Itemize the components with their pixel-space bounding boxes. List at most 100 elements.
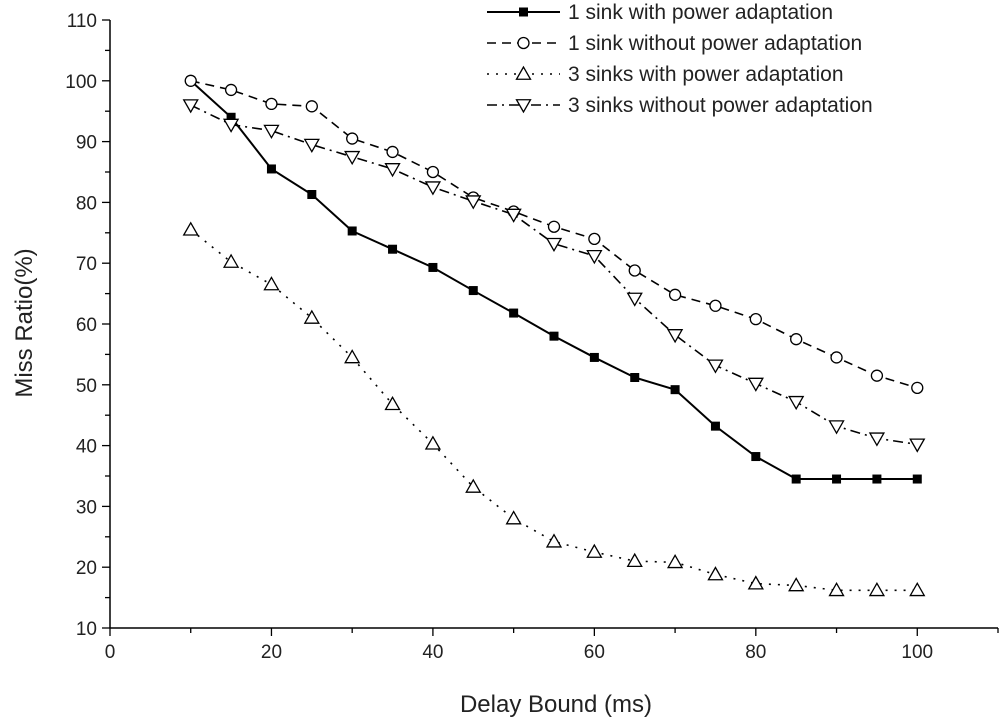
data-point xyxy=(226,112,236,122)
data-point xyxy=(424,181,442,196)
data-point xyxy=(305,100,318,113)
legend-label: 1 sink without power adaptation xyxy=(568,32,862,55)
y-tick-label: 80 xyxy=(76,193,97,214)
series-1 xyxy=(186,76,922,484)
data-point xyxy=(509,308,519,318)
y-tick-label: 70 xyxy=(76,254,97,275)
data-point xyxy=(182,99,199,114)
data-point xyxy=(263,124,280,139)
data-point xyxy=(465,195,482,210)
x-tick-label: 80 xyxy=(745,642,766,663)
data-point xyxy=(388,244,398,254)
data-point xyxy=(749,312,762,326)
data-point xyxy=(828,581,845,597)
data-point xyxy=(791,474,801,484)
data-point xyxy=(426,165,440,179)
data-point xyxy=(670,385,680,395)
y-tick-label: 60 xyxy=(76,315,97,336)
legend-item: 1 sink without power adaptation xyxy=(487,32,862,55)
x-tick-label: 0 xyxy=(105,642,116,663)
data-point xyxy=(549,331,559,341)
data-point xyxy=(344,349,361,364)
data-point xyxy=(872,474,882,484)
series-2 xyxy=(184,74,924,394)
data-point xyxy=(346,132,359,145)
data-point xyxy=(344,150,361,166)
data-point xyxy=(912,474,922,484)
data-point xyxy=(751,452,761,462)
legend-label: 3 sinks with power adaptation xyxy=(568,63,844,86)
x-tick-label: 60 xyxy=(584,642,605,663)
data-point xyxy=(628,264,641,277)
legend-marker xyxy=(519,7,528,17)
data-point xyxy=(710,421,720,431)
data-point xyxy=(505,208,522,223)
legend-marker xyxy=(515,65,532,80)
axes: 0 20 40 60 80 100 10 20 30 40 50 60 70 80 90 100 110 xyxy=(65,11,999,663)
data-point xyxy=(465,478,482,493)
legend-marker xyxy=(517,36,530,50)
legend-label: 1 sink with power adaptation xyxy=(568,1,833,24)
data-point xyxy=(666,329,684,344)
data-point xyxy=(707,359,724,374)
data-point xyxy=(386,145,399,159)
y-axis-title: Miss Ratio(%) xyxy=(11,248,38,397)
series-3 xyxy=(182,221,926,597)
data-point xyxy=(790,333,803,346)
data-point xyxy=(222,253,240,268)
y-tick-label: 110 xyxy=(67,11,97,32)
data-point xyxy=(545,237,563,253)
data-point xyxy=(307,189,317,199)
data-point xyxy=(868,432,886,447)
data-point xyxy=(547,220,561,233)
data-point xyxy=(184,74,197,87)
data-point xyxy=(788,577,805,592)
data-point xyxy=(668,288,682,301)
data-point xyxy=(870,369,884,382)
data-point xyxy=(586,250,603,265)
legend-item: 3 sinks without power adaptation xyxy=(487,94,873,117)
y-tick-label: 90 xyxy=(76,133,97,154)
data-point xyxy=(384,395,401,411)
x-tick-label: 100 xyxy=(901,642,933,663)
y-tick-label: 20 xyxy=(76,558,97,579)
data-point xyxy=(626,552,643,568)
legend-item: 1 sink with power adaptation xyxy=(487,1,833,24)
y-tick-label: 50 xyxy=(76,376,97,397)
data-point xyxy=(303,138,320,153)
data-point xyxy=(384,163,401,178)
x-axis-title: Delay Bound (ms) xyxy=(460,691,652,718)
data-point xyxy=(911,381,924,394)
data-point xyxy=(468,286,478,296)
data-point xyxy=(828,420,845,435)
data-point xyxy=(832,474,842,484)
data-point xyxy=(505,510,522,525)
data-point xyxy=(222,118,240,133)
data-point xyxy=(265,97,278,111)
series-line xyxy=(190,80,918,389)
data-point xyxy=(909,438,926,453)
legend-marker xyxy=(515,99,532,114)
legend-label: 3 sinks without power adaptation xyxy=(568,94,873,117)
data-point xyxy=(588,232,601,246)
series-4 xyxy=(182,99,926,453)
y-tick-label: 100 xyxy=(65,72,97,93)
data-point xyxy=(630,373,640,383)
data-point xyxy=(666,554,684,569)
y-tick-label: 10 xyxy=(76,619,97,640)
data-point xyxy=(303,309,320,324)
data-point xyxy=(424,435,442,450)
x-tick-label: 40 xyxy=(422,642,443,663)
data-point xyxy=(589,352,599,362)
data-point xyxy=(709,299,722,312)
series-layer xyxy=(182,74,926,597)
data-point xyxy=(224,83,238,97)
data-point xyxy=(747,575,764,590)
data-point xyxy=(182,221,199,236)
data-point xyxy=(626,292,643,307)
y-tick-label: 30 xyxy=(76,497,97,518)
y-tick-label: 40 xyxy=(76,437,97,458)
data-point xyxy=(263,276,280,291)
